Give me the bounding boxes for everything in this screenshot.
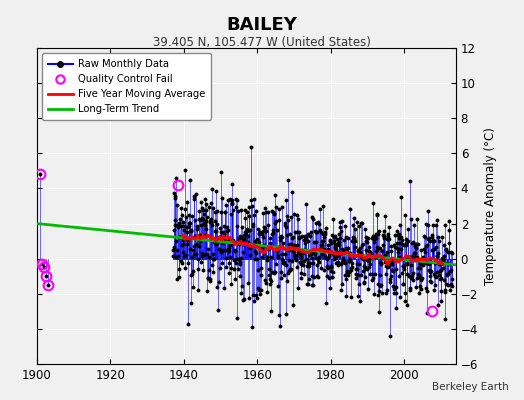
Y-axis label: Temperature Anomaly (°C): Temperature Anomaly (°C) [484, 127, 497, 285]
Text: 39.405 N, 105.477 W (United States): 39.405 N, 105.477 W (United States) [153, 36, 371, 49]
Legend: Raw Monthly Data, Quality Control Fail, Five Year Moving Average, Long-Term Tren: Raw Monthly Data, Quality Control Fail, … [42, 53, 211, 120]
Text: Berkeley Earth: Berkeley Earth [432, 382, 508, 392]
Text: BAILEY: BAILEY [226, 16, 298, 34]
